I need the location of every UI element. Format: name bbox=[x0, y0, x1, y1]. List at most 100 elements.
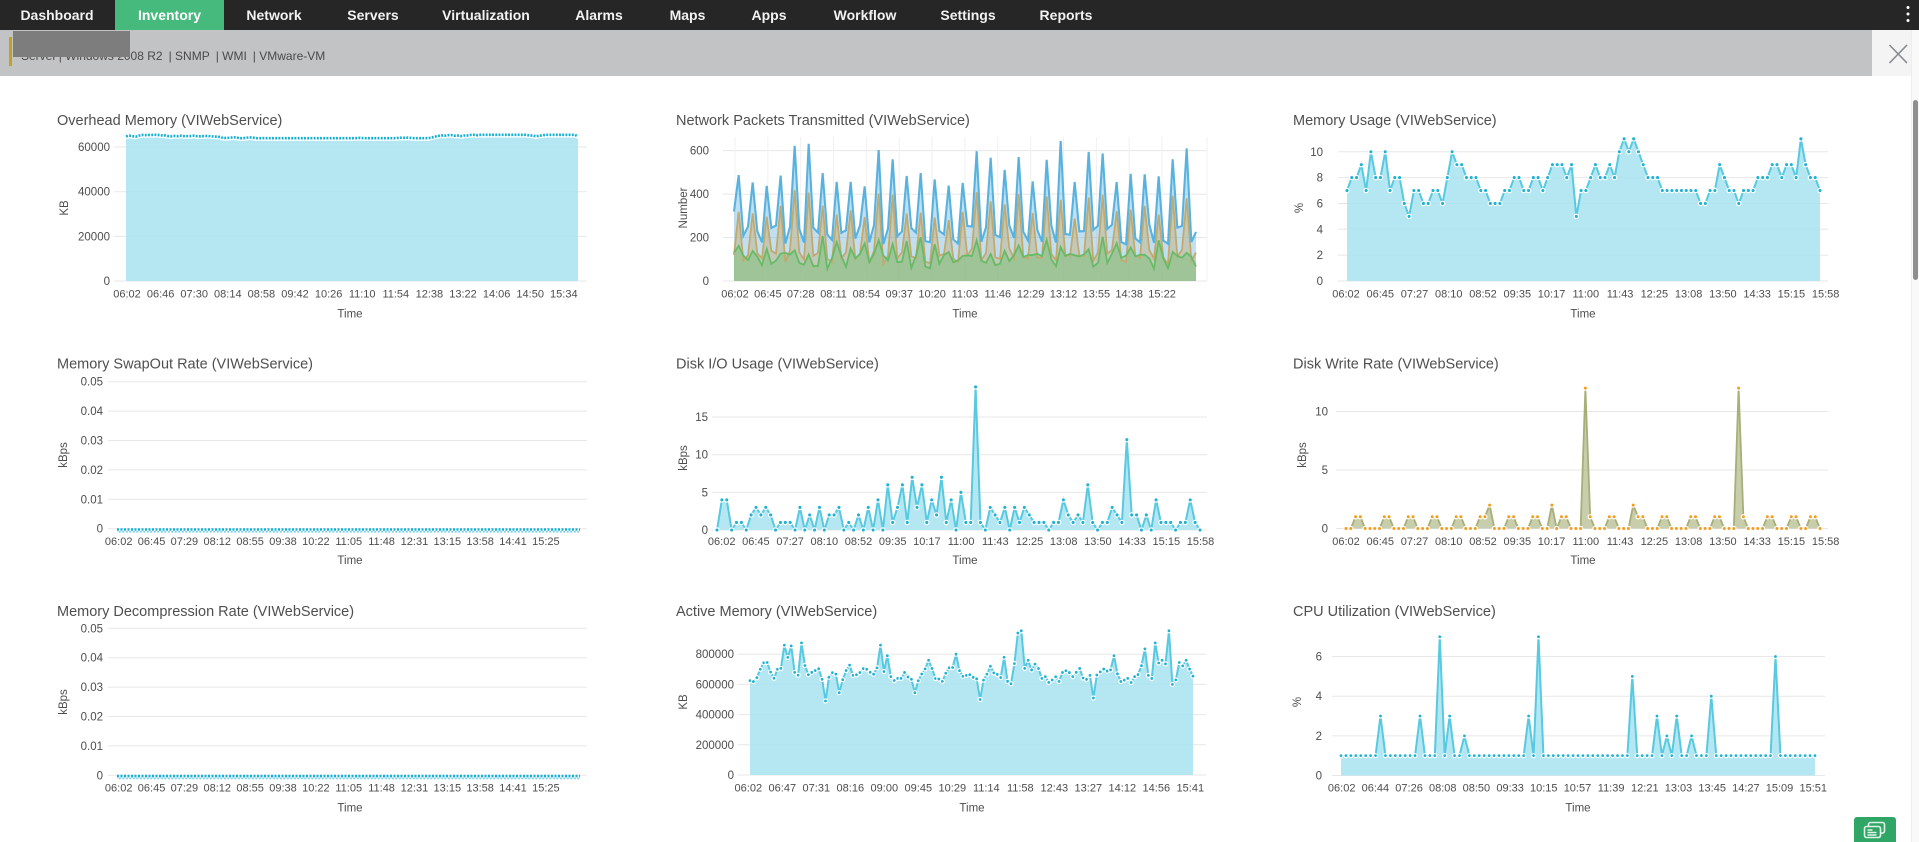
svg-text:13:58: 13:58 bbox=[466, 536, 494, 548]
svg-text:Time: Time bbox=[959, 803, 984, 815]
svg-text:Memory Decompression Rate (VIW: Memory Decompression Rate (VIWebService) bbox=[57, 604, 354, 620]
svg-text:11:58: 11:58 bbox=[1007, 783, 1034, 795]
svg-text:kBps: kBps bbox=[58, 689, 70, 715]
svg-text:08:08: 08:08 bbox=[1429, 783, 1457, 795]
svg-text:11:54: 11:54 bbox=[382, 289, 409, 301]
svg-text:06:45: 06:45 bbox=[138, 536, 166, 548]
svg-text:06:44: 06:44 bbox=[1362, 783, 1390, 795]
svg-text:13:08: 13:08 bbox=[1675, 289, 1703, 301]
svg-text:14:50: 14:50 bbox=[516, 289, 544, 301]
svg-text:11:46: 11:46 bbox=[984, 289, 1011, 301]
svg-text:600: 600 bbox=[690, 146, 709, 158]
svg-text:15:51: 15:51 bbox=[1799, 783, 1827, 795]
svg-text:11:43: 11:43 bbox=[1607, 289, 1634, 301]
svg-text:13:27: 13:27 bbox=[1075, 783, 1103, 795]
svg-text:0.03: 0.03 bbox=[81, 682, 103, 694]
svg-text:Active Memory (VIWebService): Active Memory (VIWebService) bbox=[676, 604, 877, 620]
svg-text:08:50: 08:50 bbox=[1463, 783, 1491, 795]
svg-text:6: 6 bbox=[1317, 198, 1323, 210]
svg-text:400000: 400000 bbox=[696, 710, 734, 722]
svg-text:2: 2 bbox=[1316, 731, 1322, 743]
svg-text:kBps: kBps bbox=[1297, 442, 1309, 468]
svg-text:Disk Write Rate (VIWebService): Disk Write Rate (VIWebService) bbox=[1293, 357, 1499, 373]
svg-text:08:58: 08:58 bbox=[248, 289, 276, 301]
svg-text:06:02: 06:02 bbox=[113, 289, 141, 301]
svg-text:0.04: 0.04 bbox=[81, 653, 104, 665]
svg-text:06:02: 06:02 bbox=[721, 289, 749, 301]
svg-text:Overhead Memory (VIWebService): Overhead Memory (VIWebService) bbox=[57, 113, 282, 129]
svg-text:6: 6 bbox=[1316, 652, 1322, 664]
svg-text:14:38: 14:38 bbox=[1115, 289, 1143, 301]
svg-text:09:38: 09:38 bbox=[269, 783, 297, 795]
svg-text:Network Packets Transmitted (V: Network Packets Transmitted (VIWebServic… bbox=[676, 113, 970, 129]
svg-text:14:27: 14:27 bbox=[1732, 783, 1760, 795]
svg-text:0: 0 bbox=[1317, 276, 1323, 288]
svg-text:08:54: 08:54 bbox=[853, 289, 881, 301]
svg-text:08:10: 08:10 bbox=[811, 536, 839, 548]
svg-text:10: 10 bbox=[1310, 147, 1323, 159]
svg-text:200000: 200000 bbox=[696, 740, 734, 752]
svg-text:13:50: 13:50 bbox=[1084, 536, 1112, 548]
svg-text:14:06: 14:06 bbox=[483, 289, 511, 301]
svg-text:14:12: 14:12 bbox=[1109, 783, 1137, 795]
svg-text:09:35: 09:35 bbox=[1504, 536, 1532, 548]
svg-text:07:27: 07:27 bbox=[1401, 289, 1429, 301]
svg-text:14:33: 14:33 bbox=[1118, 536, 1146, 548]
svg-text:09:35: 09:35 bbox=[879, 536, 907, 548]
svg-text:11:43: 11:43 bbox=[982, 536, 1009, 548]
svg-text:09:35: 09:35 bbox=[1504, 289, 1532, 301]
svg-text:14:33: 14:33 bbox=[1743, 289, 1771, 301]
svg-text:CPU Utilization (VIWebService): CPU Utilization (VIWebService) bbox=[1293, 604, 1496, 620]
svg-text:13:58: 13:58 bbox=[466, 783, 494, 795]
svg-text:13:15: 13:15 bbox=[434, 783, 462, 795]
svg-text:11:00: 11:00 bbox=[1572, 536, 1599, 548]
svg-text:07:28: 07:28 bbox=[787, 289, 815, 301]
svg-text:08:12: 08:12 bbox=[204, 536, 232, 548]
svg-text:200: 200 bbox=[690, 233, 709, 245]
svg-text:0.05: 0.05 bbox=[81, 377, 103, 389]
svg-text:08:55: 08:55 bbox=[236, 536, 264, 548]
svg-text:06:45: 06:45 bbox=[742, 536, 770, 548]
svg-text:11:00: 11:00 bbox=[948, 536, 975, 548]
svg-text:15:25: 15:25 bbox=[532, 783, 560, 795]
svg-text:0.01: 0.01 bbox=[81, 741, 103, 753]
svg-text:Disk I/O Usage (VIWebService): Disk I/O Usage (VIWebService) bbox=[676, 357, 879, 373]
svg-text:12:38: 12:38 bbox=[416, 289, 444, 301]
svg-text:06:45: 06:45 bbox=[1366, 289, 1394, 301]
svg-text:KB: KB bbox=[59, 200, 71, 216]
svg-text:12:25: 12:25 bbox=[1641, 289, 1669, 301]
svg-text:20000: 20000 bbox=[78, 231, 110, 243]
svg-text:10:15: 10:15 bbox=[1530, 783, 1558, 795]
svg-text:2: 2 bbox=[1317, 250, 1323, 262]
svg-text:40000: 40000 bbox=[78, 187, 110, 199]
svg-text:13:50: 13:50 bbox=[1709, 289, 1737, 301]
svg-text:0.02: 0.02 bbox=[81, 712, 103, 724]
svg-text:12:31: 12:31 bbox=[401, 783, 429, 795]
svg-text:13:03: 13:03 bbox=[1665, 783, 1693, 795]
svg-text:Time: Time bbox=[1570, 309, 1595, 321]
svg-text:4: 4 bbox=[1316, 691, 1323, 703]
svg-text:15:58: 15:58 bbox=[1187, 536, 1215, 548]
svg-text:400: 400 bbox=[690, 189, 709, 201]
svg-text:10:22: 10:22 bbox=[302, 783, 330, 795]
svg-text:12:31: 12:31 bbox=[401, 536, 429, 548]
svg-text:kBps: kBps bbox=[58, 442, 70, 468]
svg-text:Time: Time bbox=[337, 309, 362, 321]
svg-text:0.05: 0.05 bbox=[81, 623, 103, 635]
svg-text:08:12: 08:12 bbox=[204, 783, 232, 795]
svg-text:09:38: 09:38 bbox=[269, 536, 297, 548]
svg-text:08:52: 08:52 bbox=[845, 536, 873, 548]
svg-text:600000: 600000 bbox=[696, 679, 734, 691]
svg-text:13:55: 13:55 bbox=[1083, 289, 1111, 301]
svg-text:07:27: 07:27 bbox=[1401, 536, 1429, 548]
svg-text:Time: Time bbox=[337, 555, 362, 567]
svg-text:KB: KB bbox=[678, 694, 690, 710]
svg-text:60000: 60000 bbox=[78, 142, 110, 154]
svg-text:11:03: 11:03 bbox=[952, 289, 979, 301]
svg-text:12:21: 12:21 bbox=[1631, 783, 1659, 795]
svg-text:13:12: 13:12 bbox=[1050, 289, 1078, 301]
svg-text:13:15: 13:15 bbox=[434, 536, 462, 548]
svg-text:0: 0 bbox=[104, 276, 110, 288]
svg-text:06:45: 06:45 bbox=[1366, 536, 1394, 548]
svg-text:11:14: 11:14 bbox=[973, 783, 1000, 795]
